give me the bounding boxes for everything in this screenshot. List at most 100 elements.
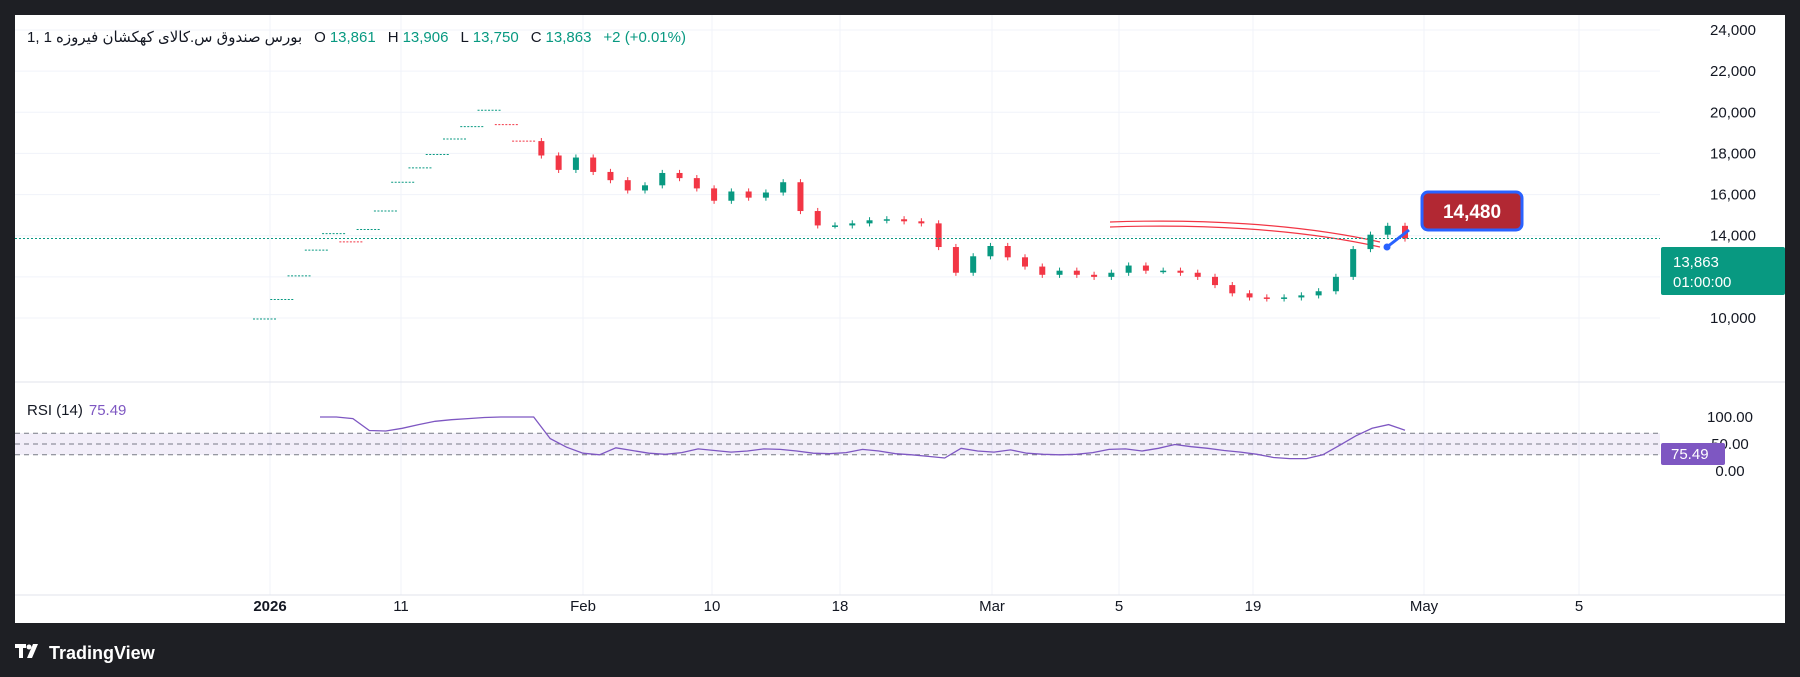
candle-body <box>866 220 873 224</box>
legend-interval: 1, 1 <box>27 29 53 46</box>
time-tick-label: 5 <box>1575 598 1583 615</box>
candle-body <box>693 178 700 189</box>
tradingview-logo[interactable]: TradingView <box>15 640 155 666</box>
callout-box[interactable] <box>1420 190 1524 232</box>
price-tick-label: 16,000 <box>1710 187 1756 204</box>
candle-body <box>987 246 994 257</box>
candle-body <box>814 211 821 226</box>
rsi-tick-label: 100.00 <box>1707 409 1753 426</box>
chart-canvas[interactable]: 24,00022,00020,00018,00016,00014,00012,0… <box>15 15 1785 623</box>
rsi-bands <box>15 432 1660 456</box>
candle-body <box>970 256 977 273</box>
price-callout[interactable]: 14,480 <box>1383 190 1524 251</box>
legend-exchange: بورس <box>264 29 303 46</box>
candles <box>253 109 1408 320</box>
candle-body <box>1125 265 1132 273</box>
rsi-tick-label: 0.00 <box>1715 463 1744 480</box>
candle-body <box>1108 272 1115 277</box>
candle-body <box>1091 274 1098 277</box>
price-tick-label: 20,000 <box>1710 104 1756 121</box>
candle-body <box>1056 270 1063 275</box>
rsi-line <box>320 416 1406 460</box>
time-tick-label: 18 <box>832 598 849 615</box>
high-label: H <box>387 29 399 46</box>
candle-body <box>607 171 614 181</box>
time-tick-label: 5 <box>1115 598 1123 615</box>
candle-body <box>538 141 545 156</box>
tradingview-brand: TradingView <box>49 642 155 663</box>
candle-body <box>624 180 631 191</box>
candle-body <box>797 182 804 212</box>
candle-body <box>555 155 562 170</box>
open-value: 13,861 <box>329 29 376 46</box>
price-badge-bg <box>1661 247 1785 295</box>
rsi-pane <box>320 416 1406 460</box>
candle-body <box>1022 257 1028 267</box>
change-value: +2 (+0.01%) <box>603 29 686 46</box>
grid <box>15 15 1785 596</box>
time-tick-label: 2026 <box>253 598 286 615</box>
time-axis[interactable]: 2026 11 Feb 10 18 Mar 5 19 May 5 <box>253 598 1583 615</box>
rsi-badge-value: 75.49 <box>1671 446 1709 463</box>
candle-body <box>1039 266 1046 275</box>
candle-body <box>883 219 890 221</box>
candle-body <box>676 172 683 179</box>
price-tick-label: 18,000 <box>1710 145 1756 162</box>
candle-body <box>901 219 908 222</box>
price-tick-label: 14,000 <box>1710 228 1756 245</box>
tv-logo-icon <box>15 643 38 658</box>
time-tick-label: 19 <box>1245 598 1262 615</box>
candle-body <box>572 157 579 170</box>
candle-body <box>1332 276 1339 292</box>
candle-body <box>1177 270 1184 273</box>
time-tick-label: May <box>1410 598 1439 615</box>
candle-body <box>780 182 787 193</box>
legend-symbol[interactable]: صندوق س.کالای کهکشان فیروزه <box>56 29 261 46</box>
high-value: 13,906 <box>402 29 449 46</box>
candle-body <box>642 185 648 191</box>
candle-body <box>745 191 752 198</box>
candle-body <box>1229 285 1236 294</box>
time-tick-label: 10 <box>704 598 721 615</box>
candle-body <box>1073 270 1080 275</box>
candle-body <box>832 225 838 227</box>
rsi-badge-bg <box>1661 443 1725 465</box>
time-tick-label: Mar <box>979 598 1005 615</box>
callout-text: 14,480 <box>1443 202 1501 223</box>
rsi-label: RSI (14) <box>27 402 83 419</box>
candle-body <box>1263 297 1270 299</box>
candle-body <box>728 191 735 201</box>
price-badge: 13,863 01:00:00 <box>1661 247 1785 295</box>
rsi-legend[interactable]: RSI (14) 75.49 <box>27 402 126 419</box>
candle-body <box>711 188 718 201</box>
candle-body <box>1194 272 1201 277</box>
close-label: C <box>530 29 542 46</box>
candle-body <box>659 172 666 186</box>
candle-body <box>1246 293 1253 298</box>
price-badge-countdown: 01:00:00 <box>1673 274 1731 291</box>
price-badge-price: 13,863 <box>1673 254 1719 271</box>
price-tick-label: 22,000 <box>1710 63 1756 80</box>
low-value: 13,750 <box>472 29 519 46</box>
tradingview-logo-icon <box>15 643 43 664</box>
candle-body <box>918 221 925 224</box>
candle-body <box>1367 234 1374 250</box>
trend-line-lower[interactable] <box>1109 225 1381 248</box>
price-tick-label: 10,000 <box>1710 310 1756 327</box>
callout-anchor[interactable] <box>1383 243 1391 251</box>
trend-line-upper[interactable] <box>1109 220 1381 243</box>
trend-channel <box>1109 220 1381 248</box>
candle-body <box>849 223 856 226</box>
candle-body <box>1160 270 1167 273</box>
chart-frame[interactable]: 24,00022,00020,00018,00016,00014,00012,0… <box>15 15 1785 623</box>
rsi-value: 75.49 <box>88 402 127 419</box>
candle-body <box>1281 297 1288 299</box>
candle-body <box>590 157 597 172</box>
low-label: L <box>460 29 469 46</box>
callout-pointer <box>1386 228 1410 249</box>
price-tick-label: 24,000 <box>1710 22 1756 39</box>
candle-body <box>1384 225 1391 235</box>
candle-body <box>1212 276 1218 286</box>
open-label: O <box>314 29 326 46</box>
